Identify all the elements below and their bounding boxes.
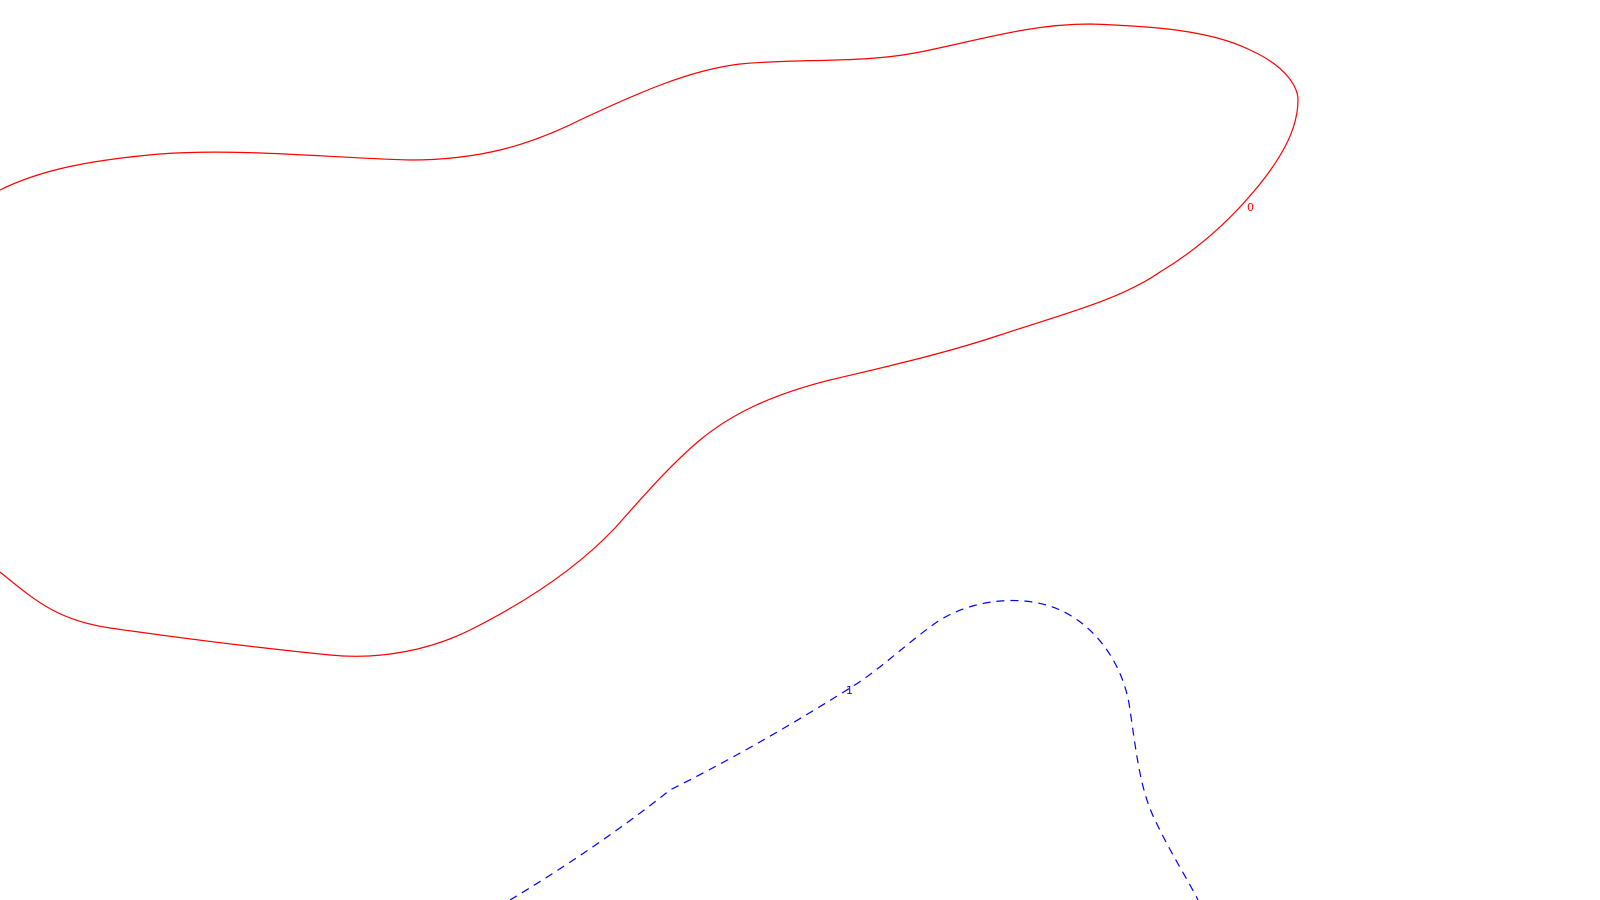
contour-label-1: 1 <box>846 684 853 697</box>
contour-label-0: 0 <box>1247 201 1254 214</box>
contour-0-line <box>0 23 1299 657</box>
contour-1-line <box>509 599 1199 900</box>
